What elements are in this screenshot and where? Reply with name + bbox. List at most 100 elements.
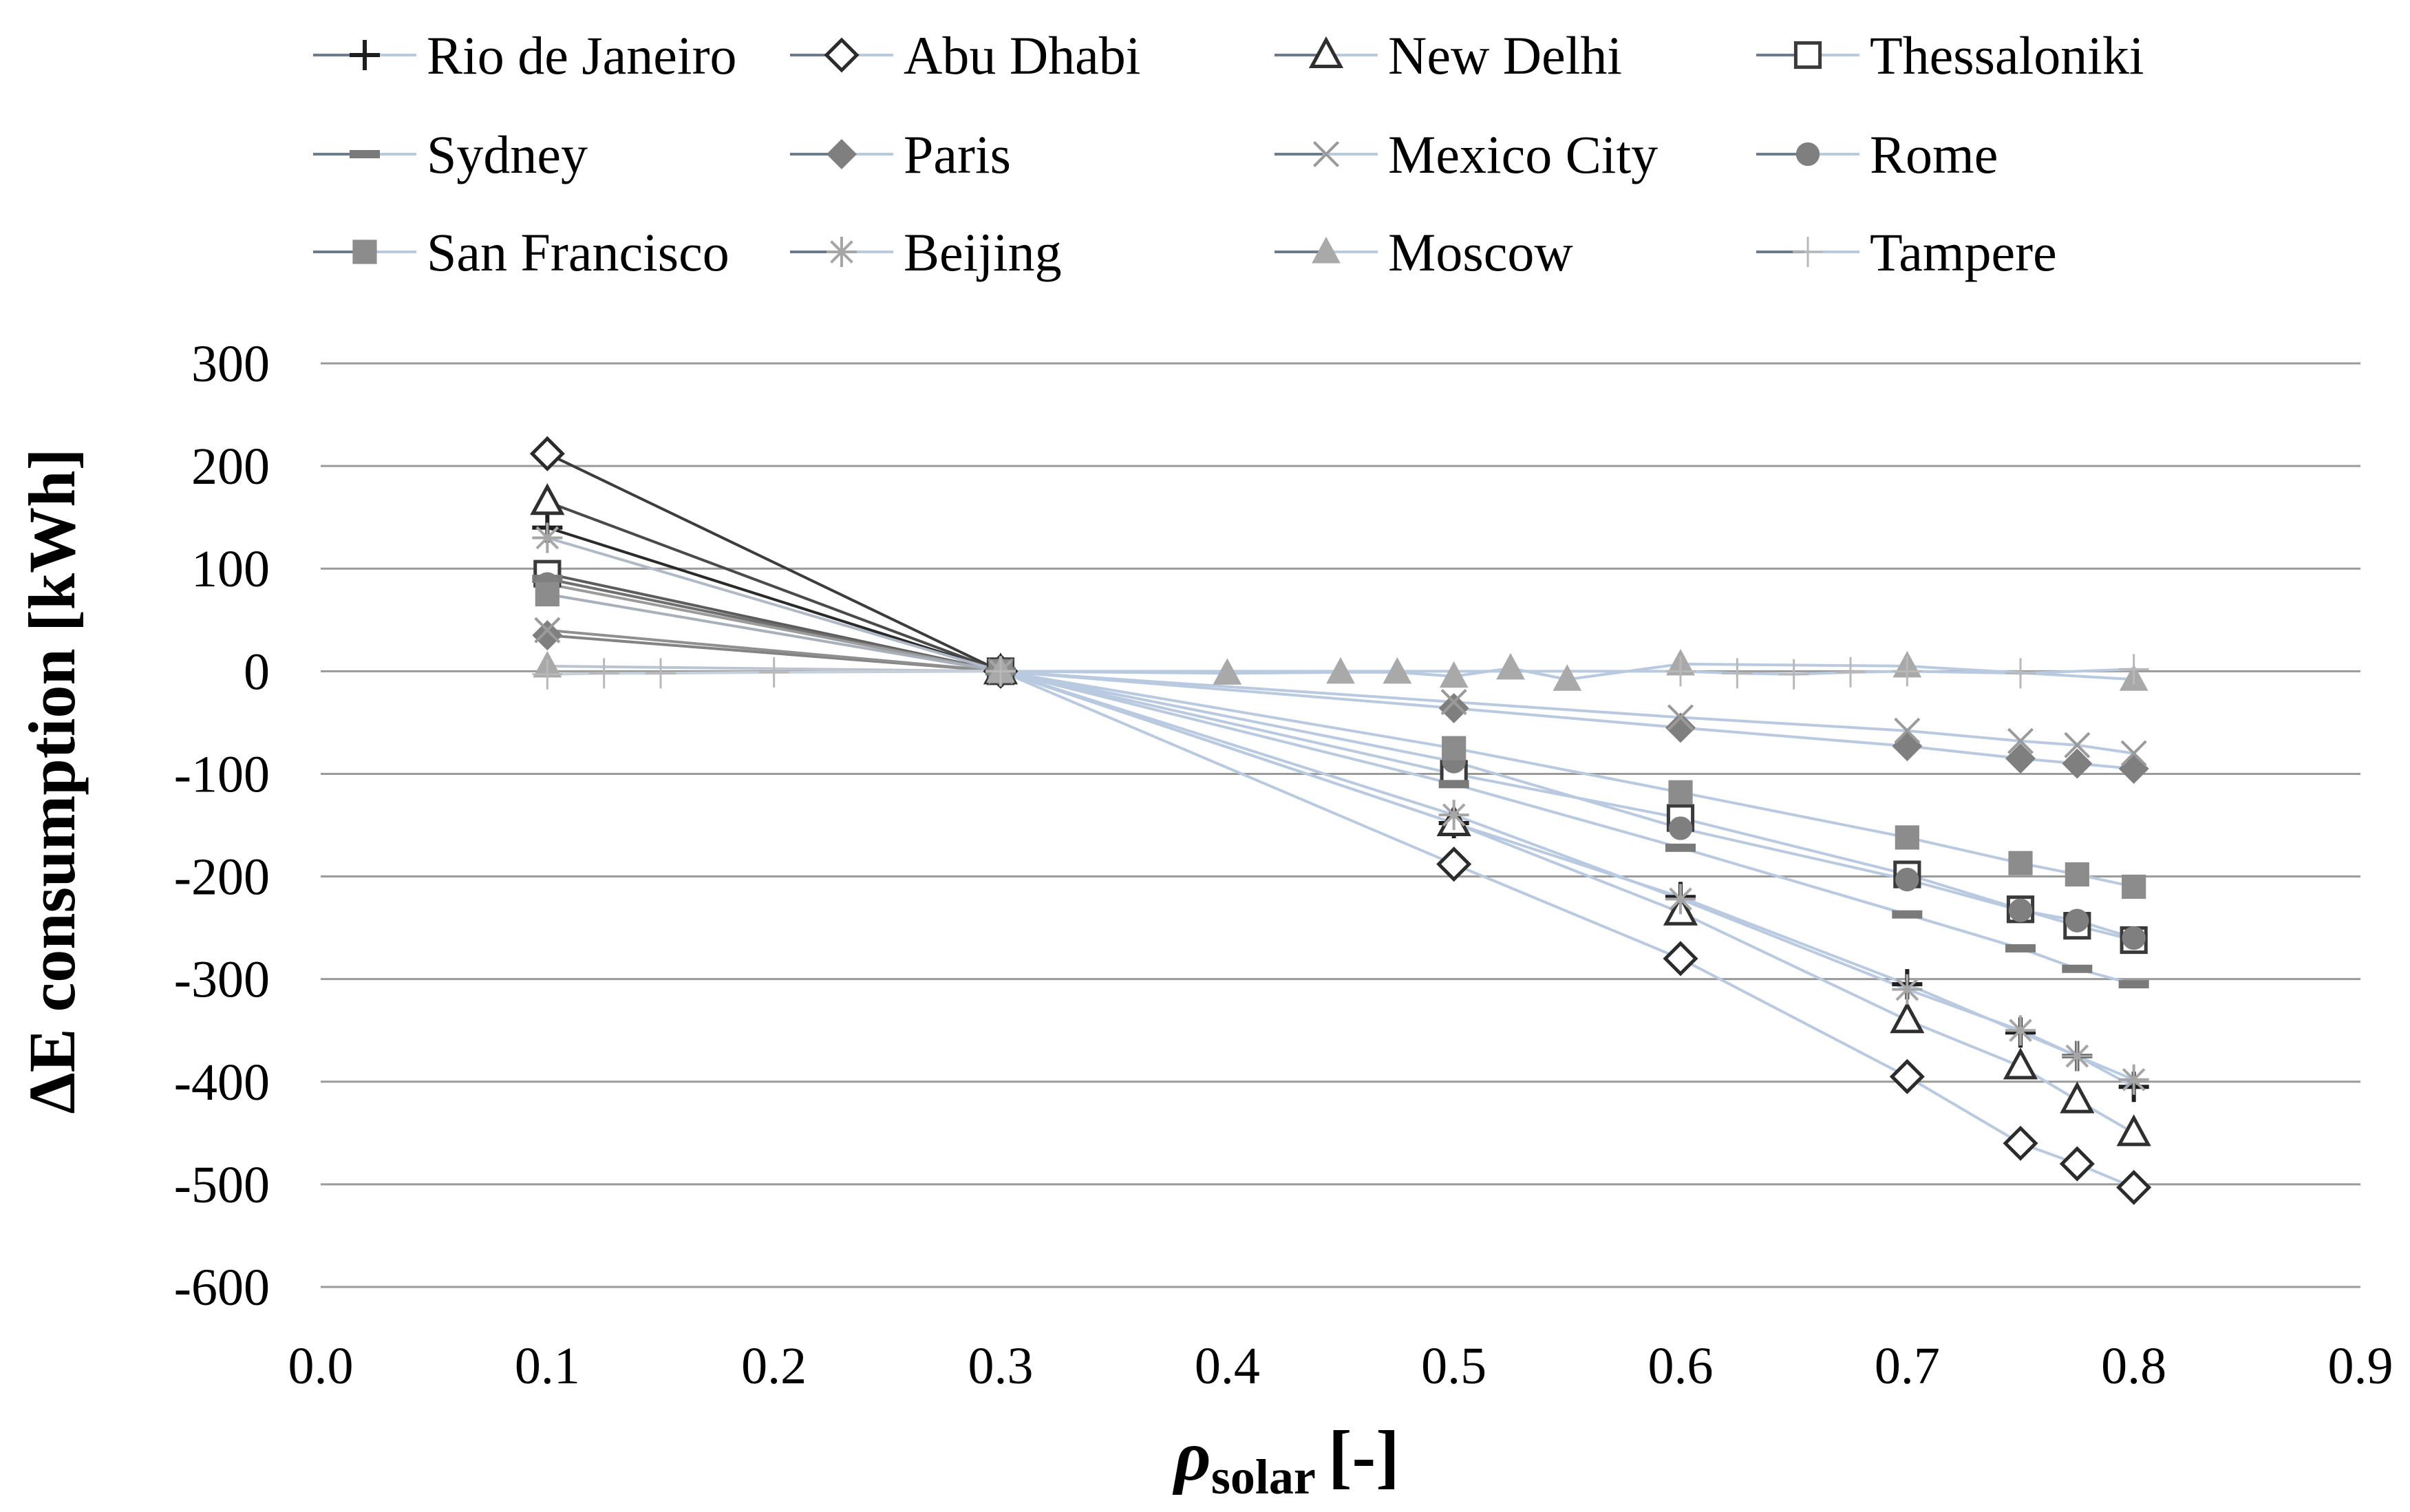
point-sydney	[2005, 944, 2036, 952]
legend-label: Rome	[1870, 125, 1998, 184]
series-line-san-francisco	[1906, 835, 2021, 865]
point-new-delhi	[2116, 1114, 2151, 1147]
point-tampere	[588, 658, 619, 689]
point-paris	[1892, 731, 1923, 762]
legend-label: Rio de Janeiro	[427, 25, 737, 85]
legend-item-mexico-city: Mexico City	[1275, 125, 1658, 184]
x-tick-label: 0.5	[1421, 1337, 1486, 1395]
legend-label: Thessaloniki	[1870, 25, 2144, 85]
legend-marker-moscow	[1312, 237, 1341, 264]
series-line-mexico-city	[1453, 701, 1681, 719]
y-tick-label: -500	[174, 1156, 270, 1214]
legend-label: Paris	[904, 125, 1011, 184]
legend-marker-sydney	[350, 150, 380, 158]
point-paris	[2118, 753, 2149, 784]
series-line-sydney	[1680, 846, 1908, 916]
series-line-beijing	[2020, 1029, 2078, 1058]
x-axis-title-symbol: ρ	[1172, 1416, 1211, 1495]
series-line-moscow	[1397, 670, 1454, 678]
point-beijing	[2118, 1064, 2149, 1095]
legend-item-paris: Paris	[790, 125, 1011, 184]
point-sydney	[2118, 980, 2149, 989]
point-sydney	[1665, 843, 1696, 852]
point-sydney	[2062, 964, 2093, 973]
point-san-francisco	[2122, 874, 2146, 899]
x-tick-label: 0.0	[288, 1337, 354, 1395]
point-san-francisco	[1442, 736, 1467, 760]
point-paris	[532, 620, 563, 651]
point-abu-dhabi	[2059, 1146, 2095, 1182]
point-san-francisco	[1895, 825, 1919, 850]
point-san-francisco	[2065, 862, 2089, 887]
legend-label: San Francisco	[427, 222, 729, 282]
point-moscow	[1496, 652, 1525, 680]
x-axis-title-subscript: solar	[1211, 1449, 1316, 1504]
point-sydney	[1438, 780, 1469, 789]
point-tampere	[1722, 658, 1753, 689]
point-san-francisco	[2008, 851, 2033, 875]
series-line-beijing	[1680, 897, 1908, 991]
legend-item-tampere: Tampere	[1756, 222, 2057, 282]
axis-tick-labels: 300 200 100 0 -100 -200 -300 -400 -500 -600 0.0 0.1…	[174, 335, 2393, 1395]
point-rome	[2008, 898, 2033, 922]
series-line-tampere	[2020, 668, 2134, 675]
legend-label: New Delhi	[1388, 25, 1622, 85]
legend-item-thessaloniki: Thessaloniki	[1756, 25, 2144, 85]
legend-item-sydney: Sydney	[313, 125, 588, 184]
series-line-rome	[1906, 878, 2021, 912]
series-line-mexico-city	[2020, 739, 2078, 747]
series-line-thessaloniki	[1680, 816, 1908, 876]
point-moscow	[1439, 661, 1469, 688]
point-san-francisco	[1668, 780, 1693, 805]
point-new-delhi	[530, 483, 565, 515]
point-new-delhi	[2003, 1047, 2038, 1080]
series-line-mexico-city	[1000, 670, 1454, 704]
point-tampere	[758, 657, 789, 688]
legend-label: Mexico City	[1388, 125, 1658, 184]
legend-item-new-delhi: New Delhi	[1275, 25, 1622, 85]
point-abu-dhabi	[1663, 941, 1698, 977]
series-line-mexico-city	[547, 628, 1001, 673]
legend-marker-rio-de-janeiro	[350, 40, 380, 70]
point-tampere	[1835, 657, 1866, 688]
point-beijing	[1665, 884, 1696, 915]
x-axis-title: ρsolar [-]	[1172, 1416, 1399, 1504]
point-beijing	[2005, 1015, 2036, 1046]
legend-item-moscow: Moscow	[1275, 222, 1573, 282]
y-tick-label: -300	[174, 951, 270, 1009]
point-moscow	[1553, 664, 1582, 691]
series-line-new-delhi	[1906, 1019, 2021, 1068]
x-tick-label: 0.3	[968, 1337, 1034, 1395]
point-tampere	[646, 658, 676, 689]
y-tick-label: 0	[244, 643, 270, 701]
point-abu-dhabi	[2003, 1125, 2038, 1161]
legend-marker-new-delhi	[1308, 36, 1344, 68]
series-line-paris	[1680, 726, 1908, 748]
point-mexico-city	[534, 617, 561, 643]
point-mexico-city	[1667, 704, 1694, 731]
y-axis-title: ΔE consumption [kWh]	[15, 448, 89, 1114]
point-abu-dhabi	[529, 436, 565, 471]
series-line-rio-de-janeiro	[1680, 895, 1908, 986]
point-abu-dhabi	[1889, 1058, 1925, 1094]
point-mexico-city	[2120, 740, 2147, 767]
series-line-beijing	[1453, 813, 1681, 901]
series-markers	[529, 436, 2152, 1205]
legend-item-beijing: Beijing	[790, 222, 1062, 282]
series-line-beijing	[2076, 1054, 2135, 1081]
series-line-paris	[1907, 745, 2021, 760]
point-tampere	[532, 659, 563, 690]
point-mexico-city	[1440, 689, 1467, 716]
point-mexico-city	[2064, 732, 2091, 758]
legend-marker-tampere	[1793, 237, 1823, 267]
legend-marker-abu-dhabi	[824, 37, 860, 73]
point-tampere	[985, 656, 1016, 687]
legend-item-san-francisco: San Francisco	[313, 222, 729, 282]
legend-marker-mexico-city	[1312, 140, 1340, 168]
point-tampere	[1892, 656, 1923, 687]
point-rome	[1668, 816, 1693, 840]
point-tampere	[2005, 658, 2036, 689]
point-tampere	[2118, 654, 2149, 685]
x-tick-label: 0.6	[1648, 1337, 1714, 1395]
